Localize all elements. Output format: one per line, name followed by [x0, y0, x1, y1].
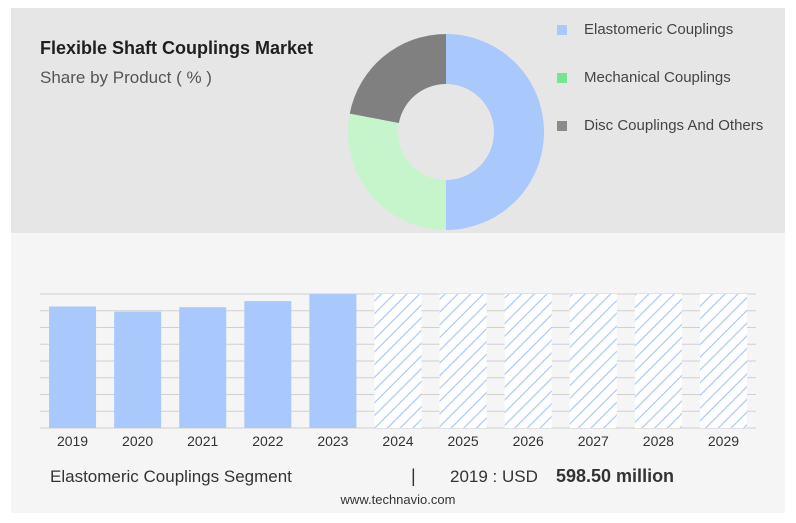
- legend-item-mechanical: Mechanical Couplings: [557, 70, 764, 85]
- segment-label: Elastomeric Couplings Segment: [50, 467, 292, 486]
- x-tick-2029: 2029: [708, 433, 739, 449]
- chart-title: Flexible Shaft Couplings Market: [40, 38, 314, 58]
- x-tick-2022: 2022: [252, 433, 283, 449]
- x-tick-2024: 2024: [382, 433, 413, 449]
- donut-slice-disc-couplings-and-others: [349, 33, 446, 124]
- x-tick-2026: 2026: [513, 433, 544, 449]
- base-year-value: 598.50 million: [556, 466, 675, 486]
- x-tick-2020: 2020: [122, 433, 153, 449]
- donut-slice-mechanical-couplings: [348, 113, 446, 230]
- donut-chart: [348, 33, 544, 230]
- x-tick-2023: 2023: [317, 433, 348, 449]
- bar-2021: [179, 307, 227, 428]
- legend-label: Elastomeric Couplings: [584, 21, 734, 38]
- legend-item-disc: Disc Couplings And Others: [557, 118, 764, 133]
- legend-swatch-mechanical: [557, 73, 567, 83]
- x-tick-2028: 2028: [643, 433, 674, 449]
- forecast-bar-2029: [699, 294, 747, 428]
- base-year-label: 2019 : USD: [450, 467, 538, 486]
- source-url: www.technavio.com: [340, 492, 456, 507]
- legend-swatch-elastomeric: [557, 25, 567, 35]
- forecast-bar-2024: [374, 294, 422, 428]
- forecast-bar-2027: [569, 294, 617, 428]
- legend-swatch-disc: [557, 121, 567, 131]
- forecast-bar-2028: [634, 294, 682, 428]
- legend-item-elastomeric: Elastomeric Couplings: [557, 22, 764, 37]
- x-tick-2021: 2021: [187, 433, 218, 449]
- x-tick-2019: 2019: [57, 433, 88, 449]
- forecast-bar-2025: [439, 294, 487, 428]
- legend-label: Disc Couplings And Others: [584, 117, 764, 134]
- bar-2023: [309, 294, 357, 428]
- bar-2019: [49, 306, 97, 428]
- x-tick-2027: 2027: [578, 433, 609, 449]
- donut-slice-elastomeric-couplings: [446, 34, 544, 230]
- forecast-bar-2026: [504, 294, 552, 428]
- footer-divider: |: [411, 466, 416, 486]
- legend-label: Mechanical Couplings: [584, 69, 731, 86]
- chart-subtitle: Share by Product ( % ): [40, 68, 212, 87]
- bar-2022: [244, 301, 292, 428]
- bar-2020: [114, 311, 162, 428]
- x-tick-2025: 2025: [448, 433, 479, 449]
